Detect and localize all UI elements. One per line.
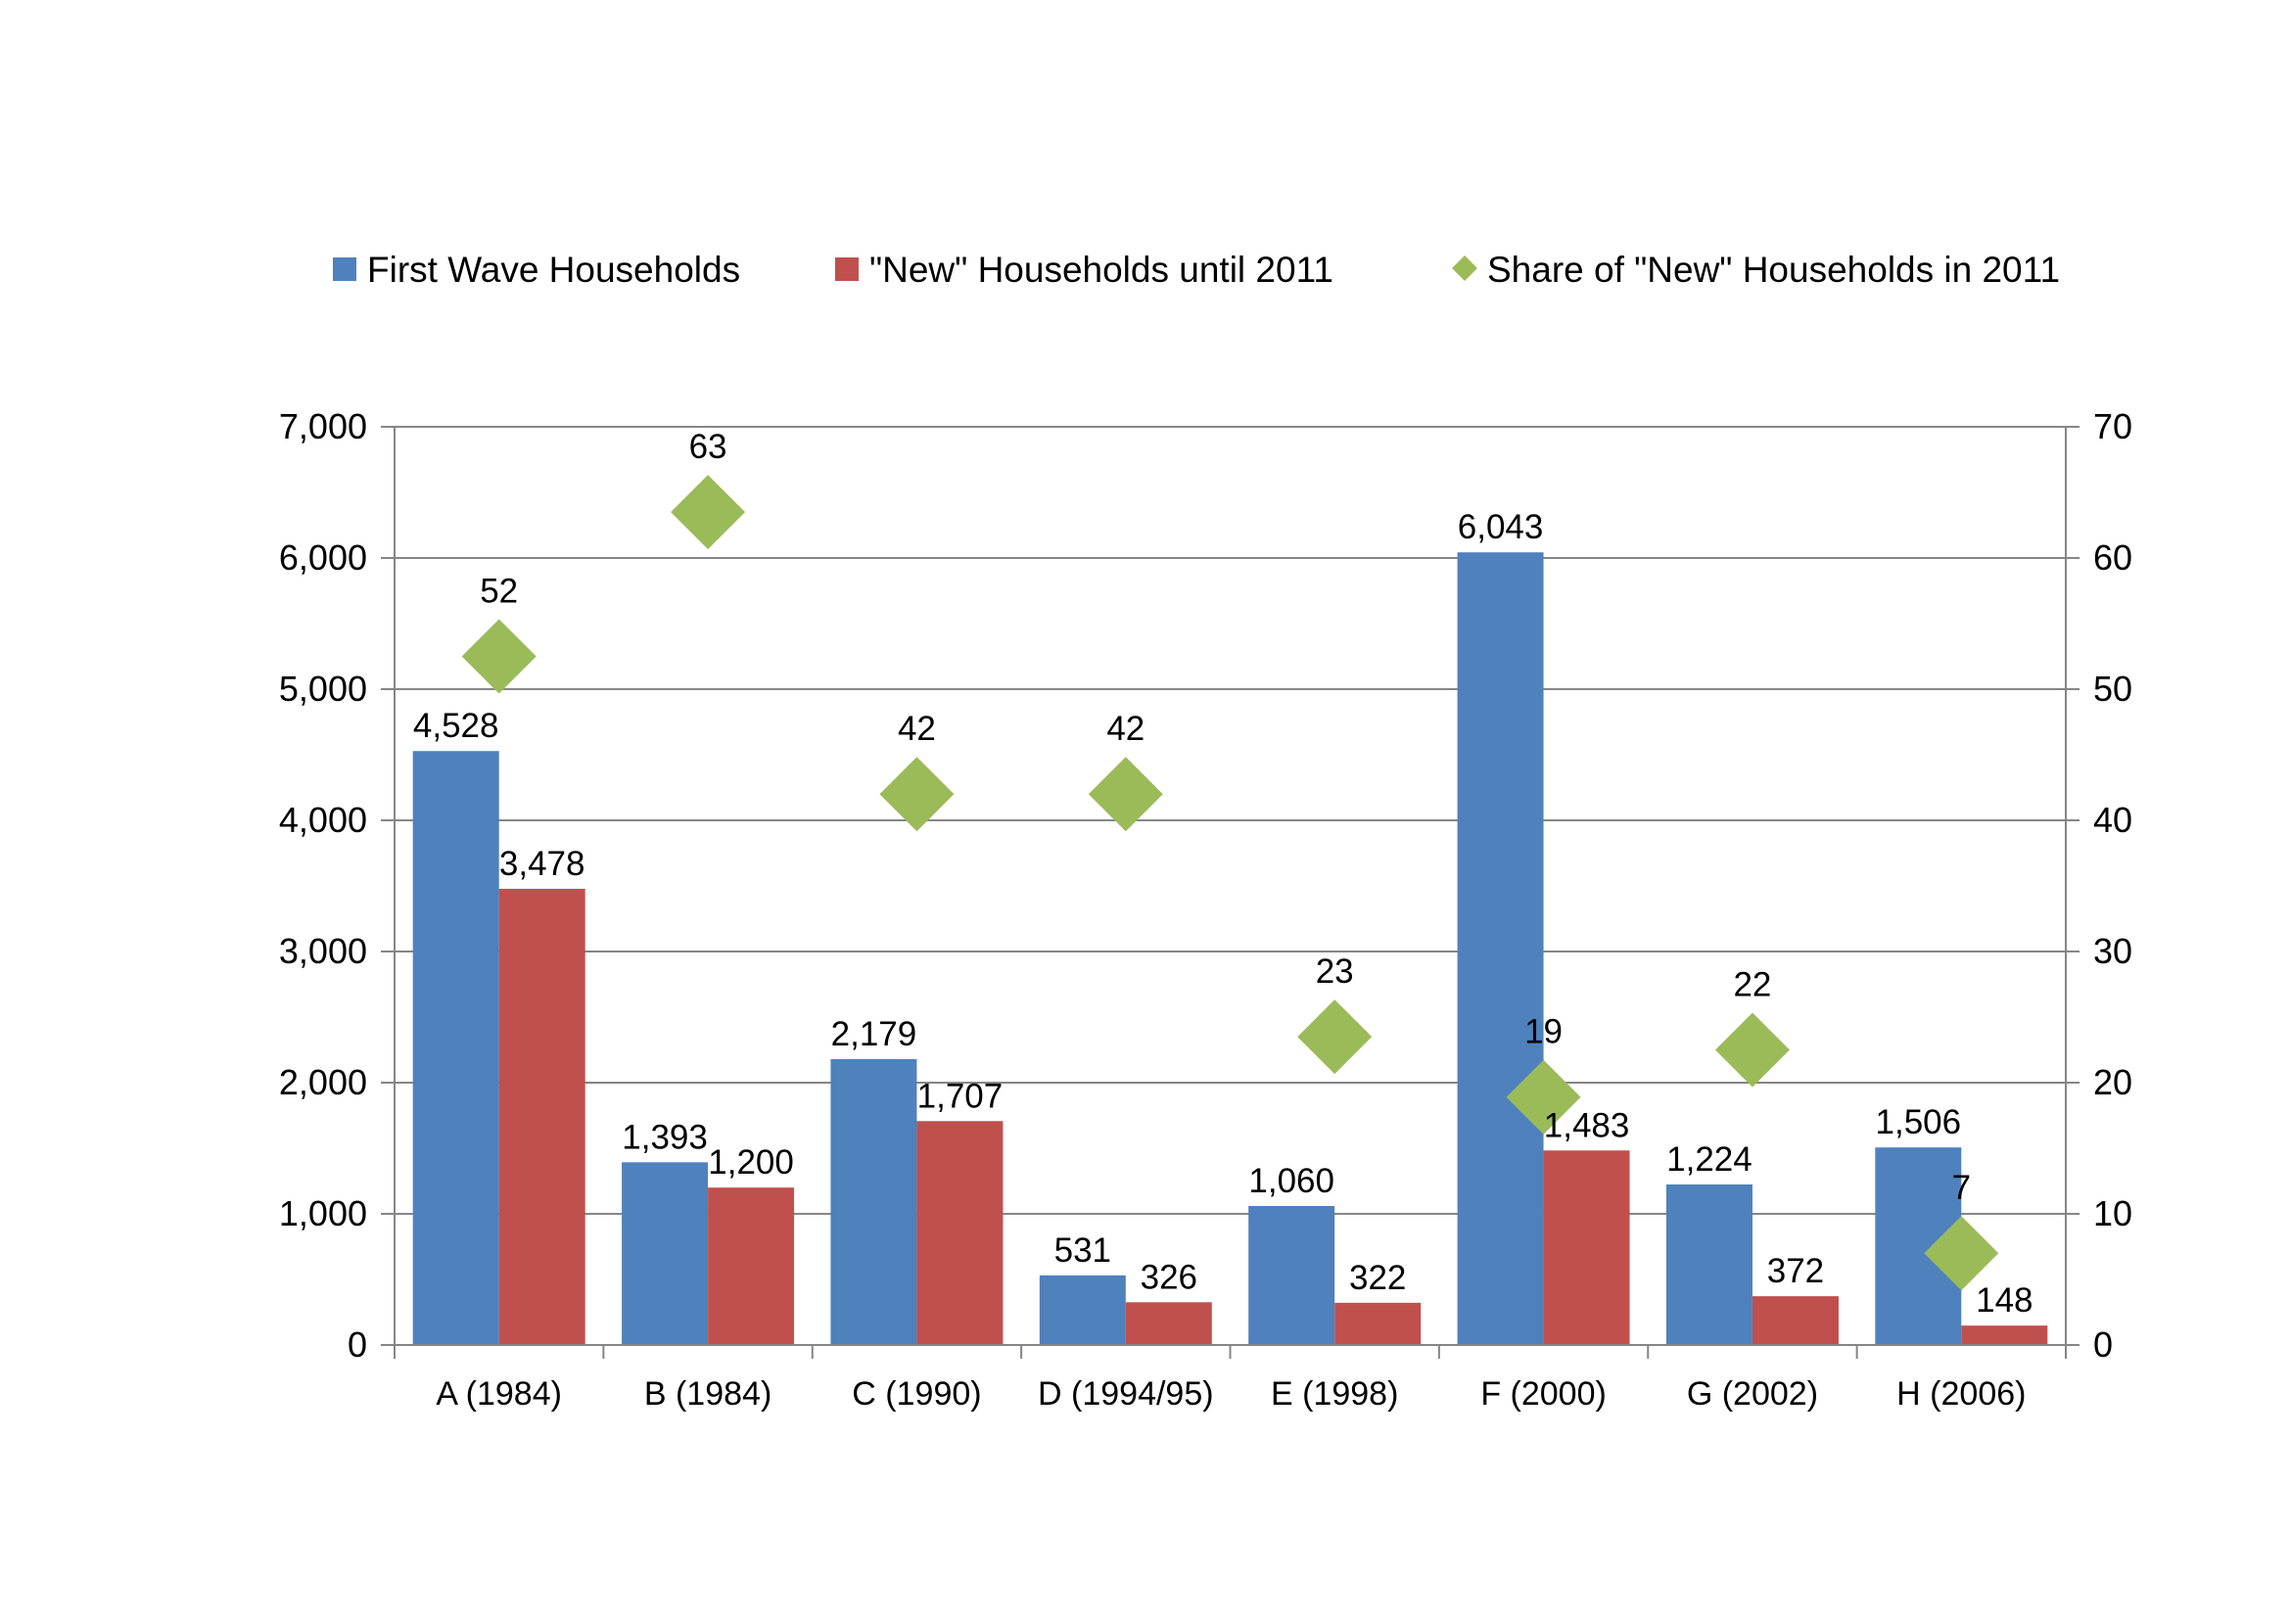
right-axis-tick-label: 0 bbox=[2093, 1324, 2113, 1365]
left-axis-tick-label: 1,000 bbox=[279, 1193, 367, 1233]
bar-value-label: 3,478 bbox=[499, 845, 585, 883]
marker-value-label: 42 bbox=[1106, 710, 1145, 748]
left-axis-tick-label: 0 bbox=[348, 1324, 367, 1365]
bar-value-label: 1,200 bbox=[708, 1143, 794, 1182]
left-axis-tick-label: 5,000 bbox=[279, 669, 367, 709]
diamond-marker bbox=[879, 757, 955, 832]
bar-new-households-until-2011 bbox=[498, 888, 585, 1345]
bar-first-wave-households bbox=[622, 1162, 709, 1345]
marker-value-label: 63 bbox=[689, 428, 727, 466]
bar-value-label: 1,224 bbox=[1666, 1140, 1753, 1179]
bar-value-label: 1,060 bbox=[1248, 1162, 1334, 1200]
bar-value-label: 372 bbox=[1767, 1252, 1824, 1290]
x-axis-category-label: C (1990) bbox=[852, 1375, 981, 1413]
x-axis-category-label: D (1994/95) bbox=[1038, 1375, 1214, 1413]
bar-first-wave-households bbox=[830, 1059, 917, 1345]
bar-value-label: 1,393 bbox=[622, 1118, 708, 1156]
right-axis-tick-label: 10 bbox=[2093, 1193, 2132, 1233]
legend: First Wave Households "New" Households un… bbox=[333, 250, 2060, 290]
bar-value-label: 326 bbox=[1141, 1258, 1197, 1296]
bar-value-label: 1,707 bbox=[917, 1077, 1004, 1115]
bar-first-wave-households bbox=[1039, 1275, 1126, 1345]
right-axis-tick-label: 50 bbox=[2093, 669, 2132, 709]
diamond-marker bbox=[1714, 1012, 1790, 1088]
diamond-marker bbox=[461, 619, 537, 694]
legend-swatch bbox=[835, 257, 859, 281]
bar-first-wave-households bbox=[1665, 1183, 1753, 1345]
bar-new-households-until-2011 bbox=[1334, 1302, 1422, 1345]
marker-value-label: 19 bbox=[1524, 1013, 1563, 1051]
legend-swatch bbox=[333, 257, 356, 281]
bar-new-households-until-2011 bbox=[708, 1187, 795, 1345]
bar-first-wave-households bbox=[1457, 552, 1544, 1345]
marker-value-label: 23 bbox=[1316, 952, 1354, 991]
bar-new-households-until-2011 bbox=[1961, 1325, 2048, 1345]
bar-new-households-until-2011 bbox=[1752, 1296, 1839, 1345]
marker-value-label: 42 bbox=[898, 710, 936, 748]
right-axis-tick-label: 60 bbox=[2093, 537, 2132, 578]
legend-label: Share of "New" Households in 2011 bbox=[1487, 250, 2060, 290]
bar-value-label: 531 bbox=[1054, 1231, 1111, 1270]
x-axis-category-label: H (2006) bbox=[1896, 1375, 2026, 1413]
left-axis-tick-label: 7,000 bbox=[279, 406, 367, 446]
left-axis-tick-label: 4,000 bbox=[279, 800, 367, 840]
x-axis-category-label: B (1984) bbox=[644, 1375, 771, 1413]
diamond-marker bbox=[1088, 757, 1163, 832]
bar-new-households-until-2011 bbox=[916, 1121, 1004, 1345]
right-axis-tick-label: 70 bbox=[2093, 406, 2132, 446]
diamond-marker bbox=[671, 475, 746, 550]
bar-value-label: 322 bbox=[1349, 1259, 1406, 1297]
marker-value-label: 22 bbox=[1733, 966, 1771, 1004]
diamond-marker bbox=[1924, 1216, 1999, 1291]
bar-new-households-until-2011 bbox=[1543, 1150, 1630, 1345]
bar-value-label: 2,179 bbox=[831, 1015, 917, 1053]
left-axis-tick-label: 3,000 bbox=[279, 931, 367, 971]
x-axis-category-label: F (2000) bbox=[1480, 1375, 1607, 1413]
right-axis-tick-label: 40 bbox=[2093, 800, 2132, 840]
left-axis-tick-label: 6,000 bbox=[279, 537, 367, 578]
diamond-marker bbox=[1506, 1059, 1581, 1135]
markers bbox=[461, 475, 1999, 1291]
x-axis-category-label: E (1998) bbox=[1271, 1375, 1398, 1413]
gridlines bbox=[395, 426, 2066, 1215]
left-axis-tick-label: 2,000 bbox=[279, 1062, 367, 1102]
diamond-marker bbox=[1297, 999, 1373, 1075]
x-axis-category-label: G (2002) bbox=[1687, 1375, 1818, 1413]
bar-value-label: 1,506 bbox=[1876, 1103, 1962, 1141]
right-axis-tick-label: 20 bbox=[2093, 1062, 2132, 1102]
bar-value-label: 4,528 bbox=[413, 707, 499, 745]
marker-value-label: 7 bbox=[1952, 1169, 1971, 1207]
legend-swatch-diamond bbox=[1452, 255, 1477, 281]
bar-first-wave-households bbox=[412, 751, 499, 1345]
bar-value-label: 148 bbox=[1976, 1281, 2033, 1320]
marker-value-label: 52 bbox=[480, 573, 518, 611]
x-axis-category-label: A (1984) bbox=[436, 1375, 562, 1413]
data-labels: 4,528 1,393 2,179 531 1,060 6,043 1,224 1,506 3,… bbox=[413, 428, 2033, 1320]
right-axis-tick-label: 30 bbox=[2093, 931, 2132, 971]
bar-first-wave-households bbox=[1248, 1205, 1335, 1345]
bar-new-households-until-2011 bbox=[1125, 1302, 1212, 1345]
legend-label: "New" Households until 2011 bbox=[869, 250, 1333, 290]
axes: 0 1,000 2,000 3,000 4,000 5,000 6,000 7,000 0 10 2… bbox=[279, 406, 2132, 1413]
legend-label: First Wave Households bbox=[367, 250, 740, 290]
bars bbox=[412, 552, 2048, 1345]
bar-value-label: 6,043 bbox=[1458, 508, 1544, 546]
bar-value-label: 1,483 bbox=[1544, 1106, 1630, 1144]
